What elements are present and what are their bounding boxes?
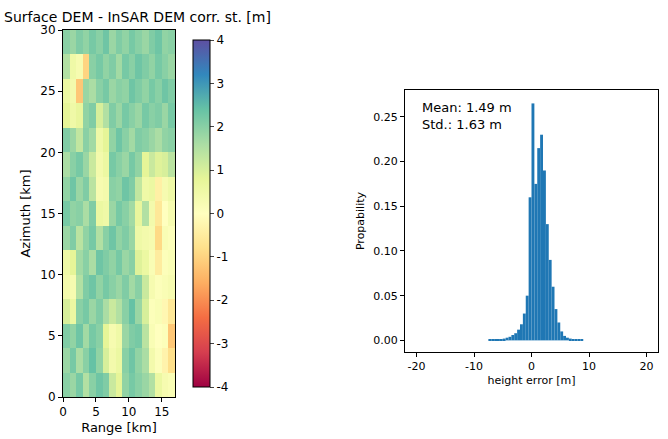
svg-text:0: 0 <box>59 405 67 419</box>
svg-text:0.00: 0.00 <box>373 334 398 347</box>
svg-text:30: 30 <box>40 23 55 37</box>
svg-text:1: 1 <box>216 163 224 177</box>
svg-text:3: 3 <box>216 77 224 91</box>
svg-text:Mean: 1.49 mStd.: 1.63 m: Mean: 1.49 mStd.: 1.63 m <box>422 100 512 132</box>
svg-text:5: 5 <box>92 405 100 419</box>
svg-text:25: 25 <box>40 84 55 98</box>
svg-text:4: 4 <box>216 33 224 47</box>
svg-text:Azimuth [km]: Azimuth [km] <box>18 169 33 257</box>
svg-text:0: 0 <box>48 390 56 404</box>
svg-text:10: 10 <box>582 360 596 373</box>
svg-text:15: 15 <box>40 207 55 221</box>
svg-text:-4: -4 <box>216 380 228 394</box>
svg-text:-1: -1 <box>216 250 228 264</box>
svg-text:0: 0 <box>216 207 224 221</box>
svg-text:0.05: 0.05 <box>373 290 398 303</box>
svg-text:10: 10 <box>121 405 136 419</box>
svg-text:0.10: 0.10 <box>373 245 398 258</box>
svg-text:2: 2 <box>216 120 224 134</box>
svg-text:Surface DEM - InSAR DEM corr.: Surface DEM - InSAR DEM corr. st. [m] <box>4 9 271 25</box>
svg-text:20: 20 <box>40 146 55 160</box>
svg-text:0.20: 0.20 <box>373 155 398 168</box>
svg-text:20: 20 <box>640 360 654 373</box>
svg-text:0.25: 0.25 <box>373 111 398 124</box>
svg-text:Propability: Propability <box>354 191 367 250</box>
svg-text:-10: -10 <box>465 360 483 373</box>
svg-text:0.15: 0.15 <box>373 200 398 213</box>
svg-text:15: 15 <box>154 405 169 419</box>
svg-text:-20: -20 <box>408 360 426 373</box>
svg-text:height error [m]: height error [m] <box>488 374 576 387</box>
svg-text:-3: -3 <box>216 337 228 351</box>
svg-text:-2: -2 <box>216 293 228 307</box>
svg-text:10: 10 <box>40 268 55 282</box>
svg-text:0: 0 <box>528 360 535 373</box>
svg-text:5: 5 <box>48 329 56 343</box>
svg-text:Range [km]: Range [km] <box>81 420 157 435</box>
